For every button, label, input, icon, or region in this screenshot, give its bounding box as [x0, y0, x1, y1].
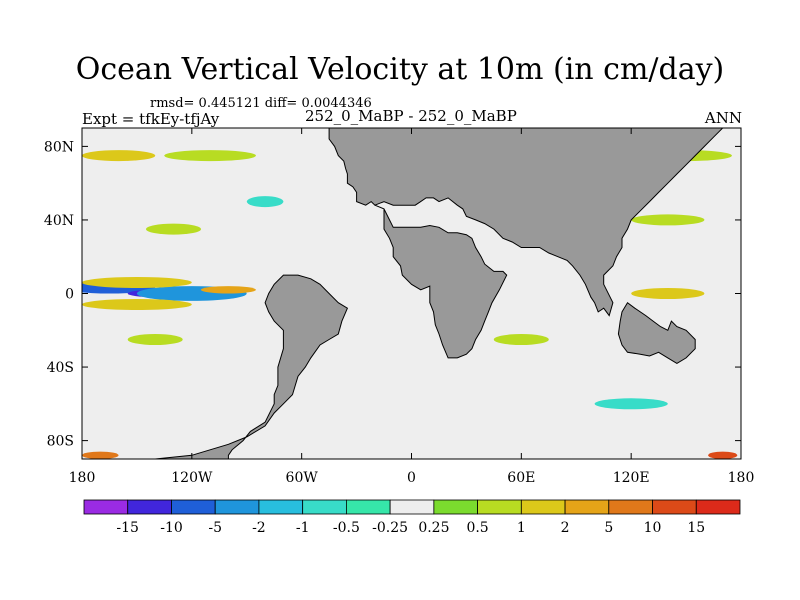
colorbar-label: -5	[208, 520, 222, 536]
colorbar-label: 2	[561, 520, 570, 536]
colorbar-label: 0.5	[466, 520, 488, 536]
colorbar-label: 10	[644, 520, 662, 536]
anomaly-blob-12	[146, 223, 201, 235]
land-mass-2	[155, 274, 349, 459]
colorbar-swatch	[214, 499, 260, 515]
colorbar-swatch	[83, 499, 129, 515]
land-mass-1	[374, 204, 508, 359]
y-tick-label: 40N	[44, 213, 74, 229]
anomaly-blob-4	[82, 299, 192, 310]
colorbar-label: 15	[687, 520, 705, 536]
colorbar-label: 0.25	[418, 520, 449, 536]
colorbar-swatch	[652, 499, 697, 515]
anomaly-blob-8	[82, 150, 156, 162]
colorbar-label: 5	[604, 520, 613, 536]
anomaly-blob-15	[127, 334, 183, 345]
anomaly-blob-18	[594, 398, 668, 410]
experiment-label: Expt = tfkEy-tfjAy	[82, 110, 220, 128]
colorbar-swatch	[477, 499, 522, 515]
anomaly-blob-7	[708, 451, 738, 459]
colorbar-swatch	[695, 499, 741, 515]
colorbar-swatch	[127, 499, 172, 515]
colorbar-label: -1	[296, 520, 310, 536]
y-tick-label: 40S	[47, 360, 74, 376]
y-tick-label: 80S	[47, 434, 74, 450]
colorbar-label: -0.5	[333, 520, 360, 536]
colorbar-swatch	[608, 499, 653, 515]
colorbar-label: -15	[116, 520, 139, 536]
anomaly-blob-13	[631, 214, 705, 226]
x-tick-label: 60E	[507, 470, 535, 486]
colorbar-swatch	[345, 499, 391, 515]
x-tick-label: 120W	[171, 470, 213, 486]
colorbar-swatch	[258, 499, 304, 515]
anomaly-blob-17	[246, 196, 284, 208]
anomaly-blob-9	[164, 150, 256, 162]
colorbar-label: -0.25	[372, 520, 408, 536]
colorbar-swatch	[433, 499, 478, 515]
colorbar-swatch	[302, 499, 347, 515]
land-mass-3	[617, 301, 696, 364]
rmsd-diff-label: rmsd= 0.445121 diff= 0.0044346	[150, 96, 372, 111]
x-tick-label: 0	[407, 470, 416, 486]
anomaly-blob-6	[82, 451, 119, 459]
x-tick-label: 180	[728, 470, 755, 486]
land-mass-0	[328, 128, 724, 317]
y-tick-label: 80N	[44, 139, 74, 155]
anomaly-blob-5	[200, 286, 256, 294]
y-tick-label: 0	[65, 287, 74, 303]
chart-title: Ocean Vertical Velocity at 10m (in cm/da…	[75, 52, 725, 87]
anomaly-blob-16	[493, 334, 549, 345]
anomaly-blob-3	[82, 277, 192, 288]
x-tick-label: 120E	[613, 470, 650, 486]
colorbar-label: -2	[252, 520, 266, 536]
colorbar-swatch	[564, 499, 610, 515]
x-tick-label: 180	[69, 470, 96, 486]
colorbar-label: -10	[160, 520, 183, 536]
anomaly-blob-14	[631, 288, 705, 299]
x-tick-label: 60W	[286, 470, 319, 486]
colorbar-swatch	[389, 499, 435, 515]
season-label: ANN	[704, 109, 742, 127]
colorbar-swatch	[171, 499, 216, 515]
case-label: 252_0_MaBP - 252_0_MaBP	[305, 107, 517, 125]
colorbar-swatch	[520, 499, 566, 515]
colorbar-label: 1	[517, 520, 526, 536]
